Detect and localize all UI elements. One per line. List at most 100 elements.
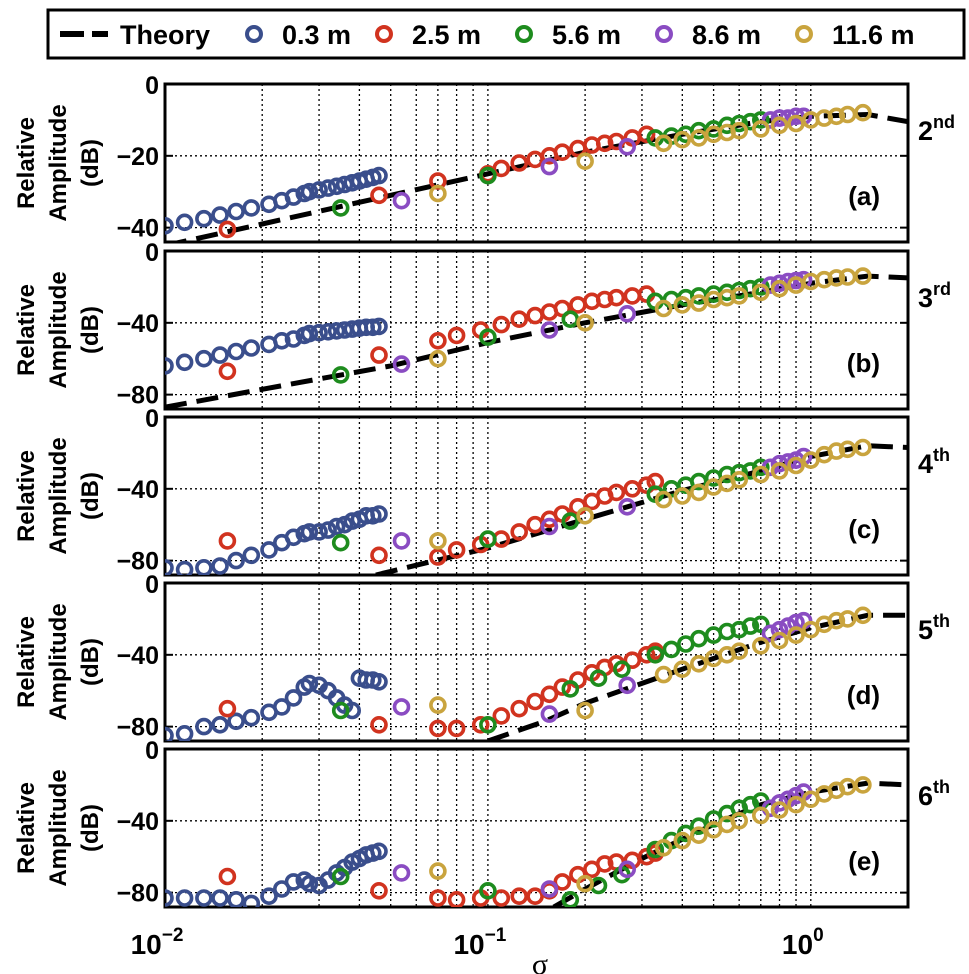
data-point [607, 288, 626, 307]
data-point [227, 712, 245, 731]
data-point [770, 109, 789, 127]
legend-entry-2: 2.5 m [375, 20, 481, 50]
data-point [319, 521, 337, 539]
legend-marker [245, 25, 263, 43]
harmonic-suffix: rd [933, 279, 951, 299]
panel-grid [165, 583, 908, 741]
data-point [540, 685, 559, 704]
panel-frame [163, 249, 910, 411]
legend-marker [655, 25, 673, 43]
data-point [576, 152, 594, 170]
data-point [526, 150, 544, 169]
data-point [331, 701, 350, 720]
ytick-label: −20 [117, 143, 159, 171]
data-point [561, 891, 580, 907]
data-point [827, 442, 846, 460]
data-point [175, 725, 194, 741]
legend-label: 5.6 m [552, 20, 621, 50]
theory-line [487, 612, 908, 741]
data-point [730, 811, 749, 830]
data-point [654, 134, 673, 153]
data-point [260, 887, 278, 906]
data-point [730, 287, 749, 305]
data-point [770, 462, 789, 480]
data-point [165, 357, 174, 375]
data-point [392, 355, 411, 373]
data-point [576, 874, 594, 893]
data-point [510, 523, 529, 541]
y-axis-label: Relative Amplitude (dB) [13, 437, 104, 554]
legend-entry-4: 8.6 m [655, 20, 761, 50]
data-point [646, 840, 665, 859]
data-point [227, 551, 245, 570]
series-2_5m [218, 472, 665, 566]
legend-marker [515, 25, 533, 43]
series-8_6m [392, 447, 813, 550]
y-axis-label-line3: (dB) [77, 472, 104, 520]
panel-label: (b) [847, 348, 880, 378]
panel-label: (e) [848, 846, 880, 876]
panel-e: 0 −40 −80 Relative Amplitude (dB) (e) 6th [13, 737, 950, 909]
panel-label: (d) [847, 680, 880, 710]
legend-label: 11.6 m [832, 20, 915, 50]
data-point [854, 606, 872, 625]
data-point [689, 483, 708, 502]
ytick-label: −80 [117, 880, 159, 908]
panel-data [165, 103, 908, 242]
data-point [827, 269, 846, 287]
data-point [370, 166, 388, 185]
data-point [195, 209, 213, 228]
data-point [447, 891, 466, 907]
harmonic-number: 4 [918, 449, 933, 479]
data-point [175, 560, 194, 575]
data-point [854, 776, 872, 794]
y-axis-label-line1: Relative [13, 450, 40, 542]
xtick-base: 10 [453, 929, 484, 960]
data-point [510, 154, 529, 172]
data-point [770, 279, 789, 298]
data-point [770, 631, 789, 650]
data-point [540, 517, 559, 536]
data-point [165, 889, 174, 907]
legend: Theory 0.3 m 2.5 m 5.6 m 8.6 m 11.6 m [46, 8, 966, 60]
series-5_6m [331, 615, 770, 734]
xtick-label-1: 10−1 [453, 925, 506, 960]
ytick-label: 0 [145, 72, 159, 100]
data-point [751, 806, 770, 825]
data-point [673, 296, 692, 314]
data-point [242, 199, 261, 217]
data-point [211, 557, 229, 575]
data-point [730, 470, 749, 489]
data-point [272, 698, 291, 716]
data-point [510, 887, 529, 906]
data-point [751, 283, 770, 302]
xtick-label-text: 10−2 [131, 925, 184, 960]
harmonic-number: 5 [918, 615, 933, 645]
data-point [618, 860, 637, 879]
y-axis-label: Relative Amplitude (dB) [13, 603, 104, 720]
legend-label: Theory [120, 20, 210, 50]
data-point [195, 559, 213, 575]
legend-label: 8.6 m [692, 20, 761, 50]
data-point [310, 523, 328, 541]
data-point [242, 894, 261, 907]
data-point [479, 881, 497, 900]
data-point [227, 342, 245, 361]
data-point [218, 362, 237, 381]
data-point [553, 299, 572, 318]
data-point [618, 304, 637, 323]
series-11_6m [429, 103, 872, 203]
data-point [370, 186, 388, 205]
ytick-label: 0 [145, 571, 159, 599]
data-point [741, 617, 760, 635]
harmonic-label: 3rd [918, 279, 951, 313]
data-point [595, 855, 614, 873]
data-point [689, 629, 708, 648]
xtick-label-text: 100 [782, 925, 824, 960]
data-point [741, 462, 760, 480]
harmonic-label: 5th [918, 611, 950, 645]
data-point [227, 891, 245, 907]
data-point [595, 134, 614, 153]
ytick-label: 0 [145, 239, 159, 267]
